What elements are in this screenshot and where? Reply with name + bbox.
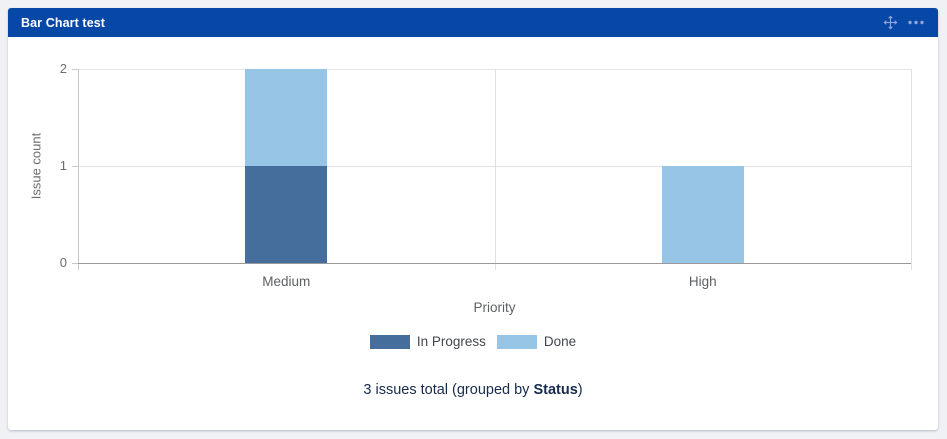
summary-prefix: 3 issues total (grouped by — [363, 382, 534, 398]
gadget-header-icons — [883, 15, 925, 30]
y-tick-mark-1 — [72, 166, 78, 167]
y-tick-mark-2 — [72, 69, 78, 70]
x-axis-line — [78, 263, 911, 264]
legend-label: Done — [543, 334, 577, 349]
gadget-body: Issue count 0 1 2 Medium High Priority In Pr… — [8, 37, 938, 430]
x-tick-label-medium: Medium — [262, 274, 311, 289]
legend-item-in-progress[interactable]: In Progress — [369, 334, 486, 349]
y-axis-line — [78, 69, 79, 270]
bar-segment-medium-done[interactable] — [245, 69, 328, 166]
y-tick-label-1: 1 — [59, 158, 67, 173]
legend-item-done[interactable]: Done — [496, 334, 577, 349]
y-tick-label-2: 2 — [59, 61, 67, 76]
more-options-icon[interactable] — [907, 15, 925, 30]
y-tick-mark-0 — [72, 263, 78, 264]
y-tick-label-0: 0 — [59, 255, 67, 270]
gadget-header[interactable]: Bar Chart test — [8, 8, 938, 37]
bar-chart: Issue count 0 1 2 Medium High — [8, 37, 938, 430]
bar-segment-medium-in-progress[interactable] — [245, 166, 328, 263]
x-tick-label-high: High — [688, 274, 717, 289]
gridline-x-2 — [911, 69, 912, 270]
gridline-x-1 — [494, 69, 496, 270]
x-axis-title: Priority — [473, 300, 516, 315]
legend-label: In Progress — [416, 334, 486, 349]
legend-swatch-in-progress — [369, 334, 410, 349]
summary-group-by: Status — [533, 382, 578, 398]
summary-text: 3 issues total (grouped by Status) — [8, 382, 938, 398]
dashboard-gadget-card: Bar Chart test — [8, 8, 938, 430]
gadget-title: Bar Chart test — [21, 15, 106, 30]
chart-legend: In Progress Done — [8, 334, 938, 349]
move-icon[interactable] — [883, 15, 898, 30]
summary-suffix: ) — [577, 382, 583, 398]
legend-swatch-done — [496, 334, 537, 349]
bar-segment-high-done[interactable] — [661, 166, 744, 263]
